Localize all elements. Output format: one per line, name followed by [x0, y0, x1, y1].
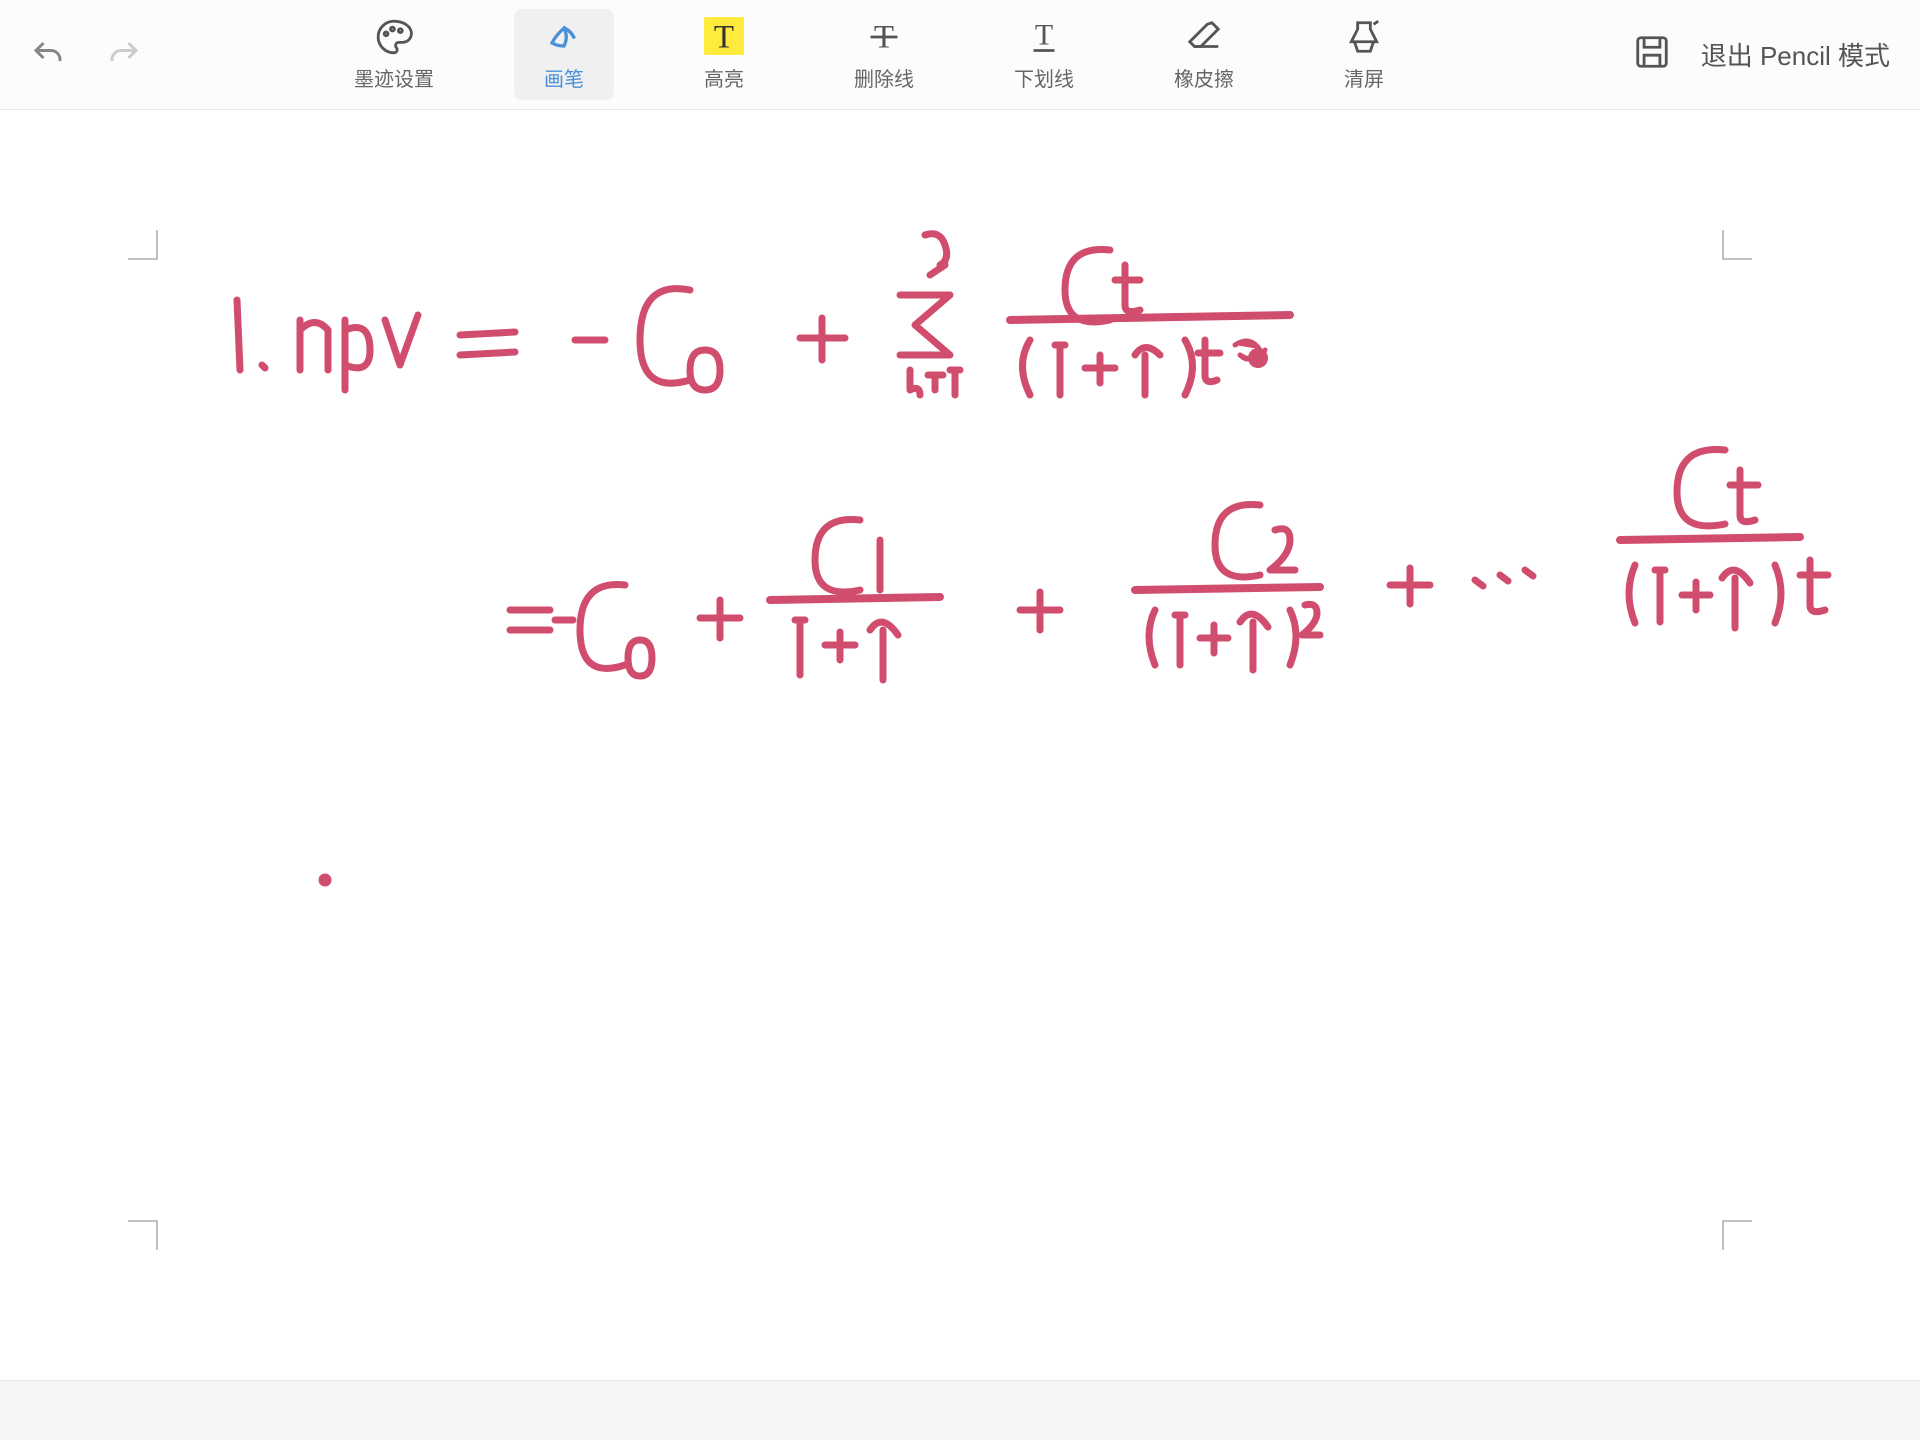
eraser-button[interactable]: 橡皮擦	[1154, 9, 1254, 100]
ink-settings-button[interactable]: 墨迹设置	[334, 9, 454, 100]
right-group: 退出 Pencil 模式	[1633, 33, 1890, 76]
underline-icon: T	[1026, 17, 1062, 57]
ink-settings-label: 墨迹设置	[354, 63, 434, 92]
clear-button[interactable]: 清屏	[1314, 9, 1414, 100]
svg-text:T: T	[714, 20, 734, 56]
toolbar: 墨迹设置 画笔 T 高亮 T	[0, 0, 1920, 110]
save-button[interactable]	[1633, 33, 1671, 76]
palette-icon	[375, 17, 413, 57]
strikethrough-icon: T	[866, 17, 902, 57]
eraser-icon	[1185, 17, 1223, 57]
undo-button[interactable]	[30, 37, 66, 73]
pen-label: 画笔	[544, 63, 584, 92]
exit-pencil-button[interactable]: 退出 Pencil 模式	[1701, 36, 1890, 73]
strikethrough-button[interactable]: T 删除线	[834, 9, 934, 100]
pen-icon	[546, 17, 582, 57]
underline-label: 下划线	[1014, 63, 1074, 92]
crop-mark-tl	[128, 230, 158, 260]
redo-button[interactable]	[106, 37, 142, 73]
svg-text:T: T	[1035, 19, 1053, 52]
crop-mark-bl	[128, 1220, 158, 1250]
canvas[interactable]	[0, 110, 1920, 1440]
highlight-label: 高亮	[704, 63, 744, 92]
underline-button[interactable]: T 下划线	[994, 9, 1094, 100]
history-buttons	[30, 37, 142, 73]
clear-icon	[1345, 17, 1383, 57]
eraser-label: 橡皮擦	[1174, 63, 1234, 92]
bottom-bar	[0, 1380, 1920, 1440]
crop-mark-br	[1722, 1220, 1752, 1250]
pen-button[interactable]: 画笔	[514, 9, 614, 100]
clear-label: 清屏	[1344, 63, 1384, 92]
strikethrough-label: 删除线	[854, 63, 914, 92]
tools-group: 墨迹设置 画笔 T 高亮 T	[334, 9, 1414, 100]
crop-mark-tr	[1722, 230, 1752, 260]
highlight-icon: T	[706, 17, 742, 57]
highlight-button[interactable]: T 高亮	[674, 9, 774, 100]
handwriting-ink	[0, 110, 1920, 1440]
